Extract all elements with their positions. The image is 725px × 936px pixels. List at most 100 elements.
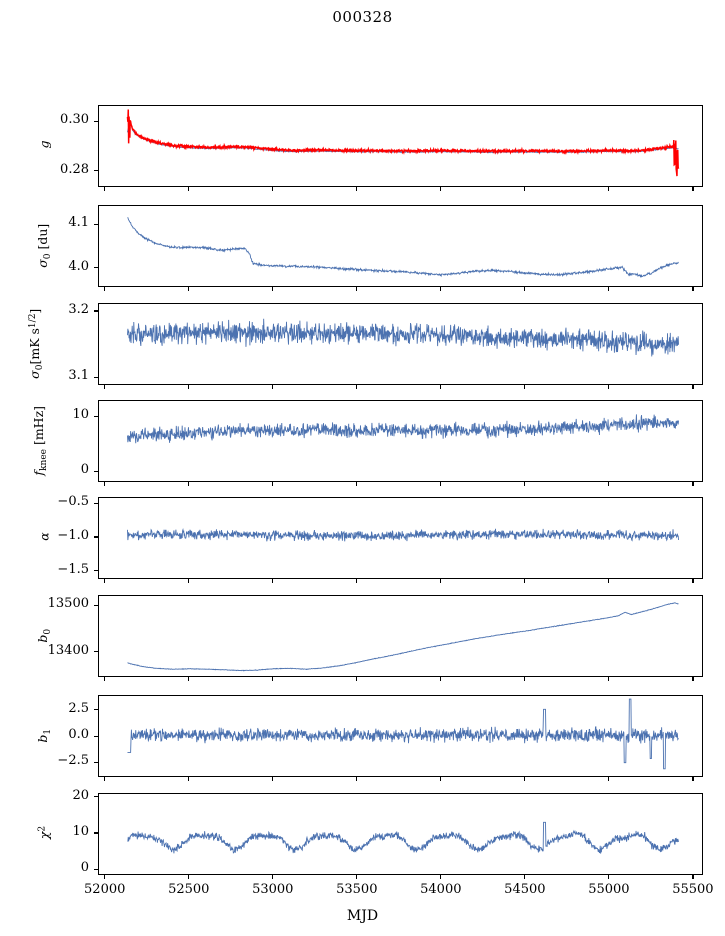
plot-panel-f_knee — [98, 400, 703, 482]
x-tick-mark — [272, 579, 274, 583]
x-tick-mark — [356, 385, 358, 389]
x-tick-mark — [692, 385, 694, 389]
y-tick-label: −1.0 — [57, 527, 89, 543]
y-tick-label: 0.30 — [60, 112, 89, 128]
x-tick-mark — [272, 777, 274, 781]
x-tick-mark — [524, 385, 526, 389]
x-tick-mark — [104, 677, 106, 681]
x-tick-mark — [272, 482, 274, 486]
y-axis-label-chi2: χ2 — [36, 825, 52, 840]
y-tick-label: 10 — [72, 823, 89, 839]
x-tick-mark — [272, 875, 274, 879]
series-line-chi2 — [127, 821, 679, 854]
x-tick-mark — [440, 482, 442, 486]
x-tick-mark — [608, 287, 610, 291]
x-tick-mark — [104, 187, 106, 191]
x-tick-mark — [524, 187, 526, 191]
y-tick-mark — [94, 120, 98, 122]
y-tick-label: 2.5 — [68, 700, 89, 716]
y-tick-mark — [94, 796, 98, 798]
x-tick-mark — [104, 385, 106, 389]
y-tick-mark — [94, 570, 98, 572]
x-tick-label: 54500 — [504, 882, 546, 897]
y-tick-mark — [94, 470, 98, 472]
x-tick-mark — [440, 875, 442, 879]
y-tick-label: −2.5 — [57, 753, 89, 769]
y-tick-label: 0.28 — [60, 161, 89, 177]
x-tick-mark — [440, 777, 442, 781]
x-tick-mark — [188, 187, 190, 191]
plot-panel-b1 — [98, 695, 703, 777]
y-tick-mark — [94, 310, 98, 312]
x-tick-mark — [692, 287, 694, 291]
x-tick-mark — [188, 777, 190, 781]
x-tick-label: 53000 — [252, 882, 294, 897]
x-tick-mark — [188, 482, 190, 486]
x-tick-mark — [104, 482, 106, 486]
x-tick-mark — [188, 677, 190, 681]
x-tick-mark — [692, 875, 694, 879]
x-tick-mark — [440, 385, 442, 389]
plot-panel-chi2 — [98, 793, 703, 875]
x-tick-mark — [692, 777, 694, 781]
x-tick-label: 53500 — [336, 882, 378, 897]
x-tick-mark — [440, 287, 442, 291]
x-tick-mark — [608, 777, 610, 781]
x-tick-mark — [524, 287, 526, 291]
y-tick-label: 10 — [72, 407, 89, 423]
x-tick-mark — [356, 482, 358, 486]
x-tick-mark — [356, 677, 358, 681]
x-tick-mark — [608, 579, 610, 583]
x-tick-mark — [356, 777, 358, 781]
y-tick-label: 3.2 — [68, 301, 89, 317]
series-line-alpha — [127, 528, 679, 542]
y-tick-label: 0 — [80, 860, 89, 876]
plot-panel-sigma0_mK — [98, 303, 703, 385]
x-tick-mark — [188, 385, 190, 389]
y-tick-label: −1.5 — [57, 561, 89, 577]
x-tick-mark — [524, 579, 526, 583]
y-tick-mark — [94, 415, 98, 417]
x-tick-mark — [272, 187, 274, 191]
series-line-sigma0 — [127, 217, 679, 278]
x-tick-mark — [188, 875, 190, 879]
x-tick-mark — [608, 385, 610, 389]
x-tick-mark — [356, 187, 358, 191]
y-tick-mark — [94, 761, 98, 763]
x-tick-mark — [524, 482, 526, 486]
x-tick-mark — [188, 287, 190, 291]
x-tick-mark — [356, 875, 358, 879]
x-tick-mark — [692, 579, 694, 583]
x-tick-mark — [356, 287, 358, 291]
x-tick-mark — [608, 875, 610, 879]
x-axis-label: MJD — [346, 908, 379, 924]
x-tick-label: 54000 — [420, 882, 462, 897]
plot-panel-gain — [98, 105, 703, 187]
x-tick-mark — [272, 287, 274, 291]
series-line-sigma0_mK — [127, 318, 679, 357]
x-tick-mark — [104, 287, 106, 291]
y-tick-label: 13500 — [47, 596, 89, 612]
y-tick-label: 0 — [80, 462, 89, 478]
x-tick-label: 52500 — [168, 882, 210, 897]
x-tick-mark — [524, 777, 526, 781]
x-tick-mark — [692, 187, 694, 191]
plot-panel-alpha — [98, 497, 703, 579]
y-tick-label: −0.5 — [57, 494, 89, 510]
x-tick-mark — [608, 677, 610, 681]
x-tick-mark — [608, 187, 610, 191]
y-tick-mark — [94, 223, 98, 225]
series-line-f_knee — [127, 414, 679, 444]
y-tick-mark — [94, 709, 98, 711]
x-tick-mark — [524, 875, 526, 879]
x-tick-mark — [104, 579, 106, 583]
x-tick-mark — [104, 875, 106, 879]
y-tick-mark — [94, 376, 98, 378]
y-tick-label: 4.0 — [68, 258, 89, 274]
x-tick-mark — [692, 482, 694, 486]
y-tick-label: 20 — [72, 787, 89, 803]
y-tick-mark — [94, 604, 98, 606]
y-tick-mark — [94, 536, 98, 538]
y-tick-label: 13400 — [47, 642, 89, 658]
